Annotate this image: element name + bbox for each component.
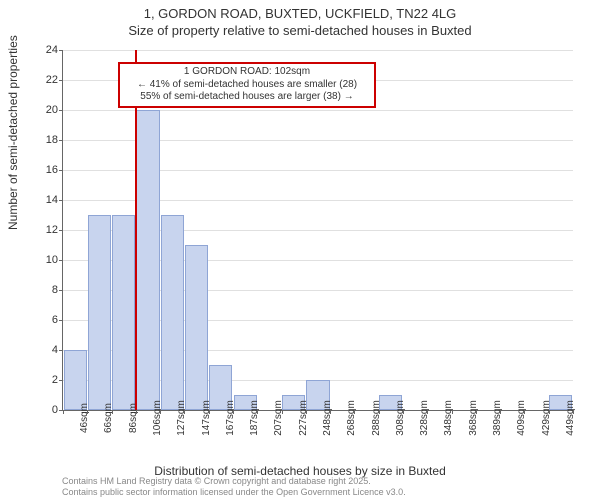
- x-tick-mark: [573, 410, 574, 414]
- plot-area: 1 GORDON ROAD: 102sqm ← 41% of semi-deta…: [62, 50, 573, 411]
- y-tick-mark: [59, 290, 63, 291]
- bar: [185, 245, 208, 410]
- annotation-line-1: 1 GORDON ROAD: 102sqm: [124, 66, 370, 79]
- x-tick-label: 368sqm: [468, 400, 479, 436]
- y-tick-mark: [59, 140, 63, 141]
- y-tick-label: 14: [38, 194, 58, 206]
- annotation-line-3: 55% of semi-detached houses are larger (…: [124, 91, 370, 104]
- x-tick-mark: [136, 410, 137, 414]
- chart-container: 1, GORDON ROAD, BUXTED, UCKFIELD, TN22 4…: [0, 0, 600, 500]
- y-tick-label: 24: [38, 44, 58, 56]
- x-tick-mark: [112, 410, 113, 414]
- y-tick-label: 18: [38, 134, 58, 146]
- title-line-2: Size of property relative to semi-detach…: [0, 23, 600, 40]
- bar: [112, 215, 135, 410]
- x-tick-label: 409sqm: [516, 400, 527, 436]
- x-tick-label: 389sqm: [492, 400, 503, 436]
- x-tick-mark: [209, 410, 210, 414]
- x-tick-mark: [427, 410, 428, 414]
- y-tick-label: 16: [38, 164, 58, 176]
- bar: [161, 215, 184, 410]
- footer-line-2: Contains public sector information licen…: [62, 487, 406, 498]
- x-tick-mark: [160, 410, 161, 414]
- x-tick-mark: [257, 410, 258, 414]
- title-block: 1, GORDON ROAD, BUXTED, UCKFIELD, TN22 4…: [0, 0, 600, 40]
- y-tick-mark: [59, 380, 63, 381]
- x-tick-mark: [306, 410, 307, 414]
- y-tick-label: 22: [38, 74, 58, 86]
- y-tick-mark: [59, 110, 63, 111]
- bar: [136, 110, 159, 410]
- footer-line-1: Contains HM Land Registry data © Crown c…: [62, 476, 406, 487]
- annotation-line-2: ← 41% of semi-detached houses are smalle…: [124, 79, 370, 92]
- y-tick-label: 8: [38, 284, 58, 296]
- x-tick-mark: [379, 410, 380, 414]
- x-tick-label: 248sqm: [322, 400, 333, 436]
- x-tick-label: 308sqm: [395, 400, 406, 436]
- x-tick-mark: [354, 410, 355, 414]
- y-tick-label: 4: [38, 344, 58, 356]
- x-tick-label: 187sqm: [249, 400, 260, 436]
- y-tick-label: 12: [38, 224, 58, 236]
- gridline: [63, 50, 573, 51]
- y-tick-mark: [59, 260, 63, 261]
- y-tick-mark: [59, 320, 63, 321]
- x-tick-label: 328sqm: [419, 400, 430, 436]
- y-tick-mark: [59, 350, 63, 351]
- y-tick-mark: [59, 230, 63, 231]
- y-tick-label: 6: [38, 314, 58, 326]
- y-tick-label: 0: [38, 404, 58, 416]
- x-tick-mark: [524, 410, 525, 414]
- title-line-1: 1, GORDON ROAD, BUXTED, UCKFIELD, TN22 4…: [0, 6, 600, 23]
- bar: [88, 215, 111, 410]
- x-tick-mark: [87, 410, 88, 414]
- y-tick-mark: [59, 50, 63, 51]
- x-tick-mark: [282, 410, 283, 414]
- x-tick-label: 449sqm: [565, 400, 576, 436]
- x-tick-mark: [63, 410, 64, 414]
- annotation-box: 1 GORDON ROAD: 102sqm ← 41% of semi-deta…: [118, 62, 376, 108]
- y-axis-label: Number of semi-detached properties: [6, 35, 20, 230]
- y-tick-mark: [59, 170, 63, 171]
- y-tick-mark: [59, 200, 63, 201]
- x-tick-mark: [452, 410, 453, 414]
- y-tick-label: 20: [38, 104, 58, 116]
- y-tick-label: 2: [38, 374, 58, 386]
- x-tick-label: 348sqm: [443, 400, 454, 436]
- bar: [64, 350, 87, 410]
- x-tick-mark: [500, 410, 501, 414]
- x-tick-label: 268sqm: [346, 400, 357, 436]
- x-tick-mark: [403, 410, 404, 414]
- x-tick-mark: [330, 410, 331, 414]
- footer-text: Contains HM Land Registry data © Crown c…: [62, 476, 406, 498]
- x-tick-mark: [233, 410, 234, 414]
- x-tick-mark: [184, 410, 185, 414]
- x-tick-mark: [549, 410, 550, 414]
- y-tick-mark: [59, 80, 63, 81]
- y-tick-label: 10: [38, 254, 58, 266]
- x-tick-mark: [476, 410, 477, 414]
